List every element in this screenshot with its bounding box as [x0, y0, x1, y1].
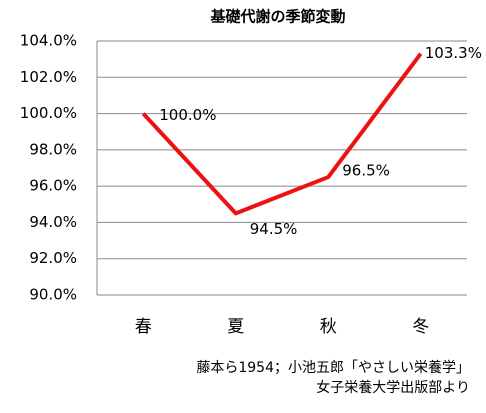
y-tick-label: 104.0%: [20, 32, 77, 50]
y-tick-label: 90.0%: [29, 286, 77, 304]
source-note: 女子栄養大学出版部より: [316, 379, 470, 396]
x-tick-label: 春: [135, 317, 152, 337]
y-tick-label: 94.0%: [29, 213, 77, 231]
y-tick-label: 100.0%: [20, 104, 77, 122]
data-line: [141, 52, 423, 216]
value-label: 100.0%: [159, 106, 216, 124]
x-tick-label: 秋: [320, 317, 337, 337]
x-tick-label: 夏: [227, 317, 244, 337]
y-tick-label: 98.0%: [29, 140, 77, 158]
y-tick-label: 92.0%: [29, 249, 77, 267]
chart-title: 基礎代謝の季節変動: [209, 8, 345, 26]
y-tick-label: 102.0%: [20, 68, 77, 86]
x-tick-label: 冬: [412, 317, 429, 337]
value-label: 103.3%: [425, 44, 482, 62]
value-label: 96.5%: [342, 162, 390, 180]
source-note: 藤本ら1954；小池五郎「やさしい栄養学」: [196, 359, 470, 376]
value-label: 94.5%: [250, 220, 298, 238]
y-tick-label: 96.0%: [29, 177, 77, 195]
